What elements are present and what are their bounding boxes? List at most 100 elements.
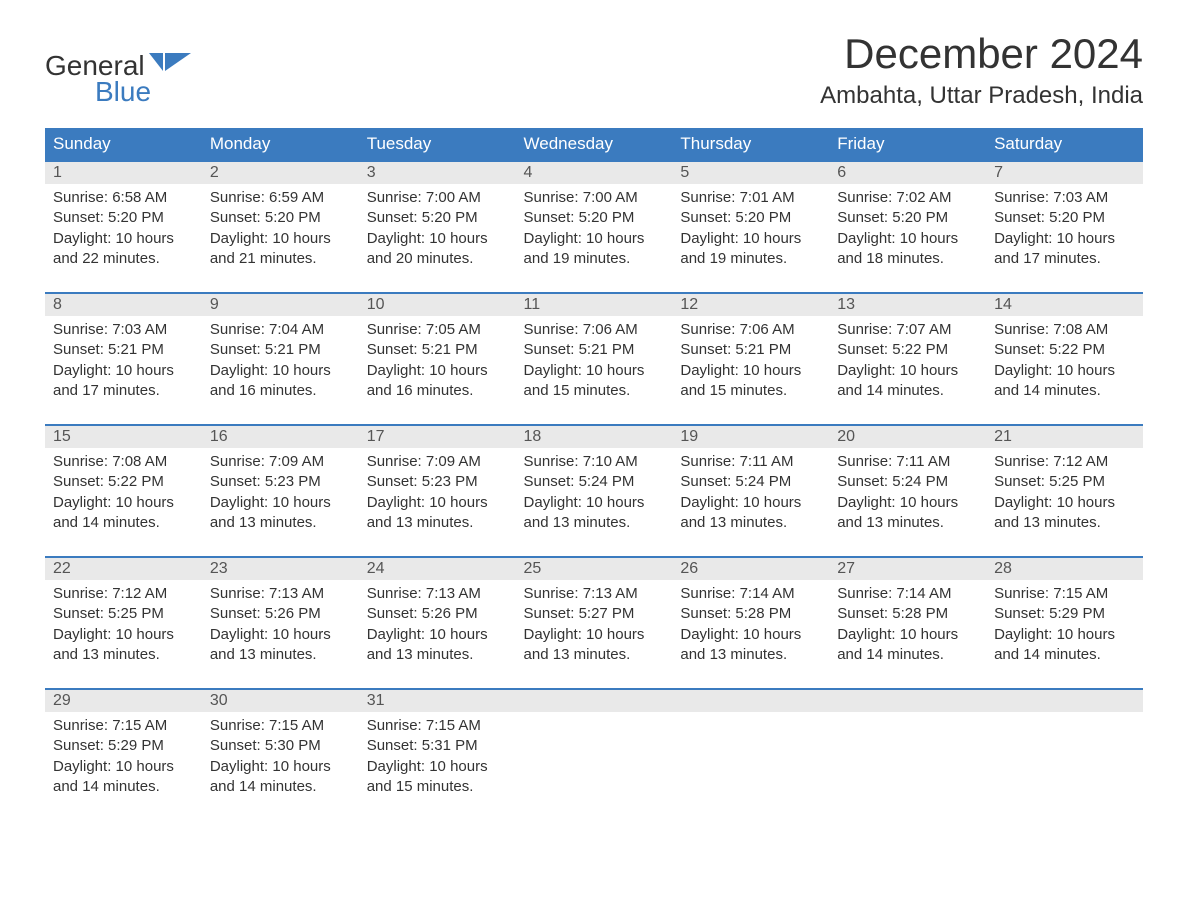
day-details: Sunrise: 6:58 AMSunset: 5:20 PMDaylight:… <box>45 184 202 292</box>
day-details-empty <box>986 712 1143 820</box>
day-details: Sunrise: 7:10 AMSunset: 5:24 PMDaylight:… <box>516 448 673 556</box>
day-dl2: and 15 minutes. <box>367 777 508 797</box>
calendar-body: 1Sunrise: 6:58 AMSunset: 5:20 PMDaylight… <box>45 161 1143 820</box>
day-dl2: and 13 minutes. <box>210 645 351 665</box>
day-sunrise: Sunrise: 7:08 AM <box>53 452 194 472</box>
day-sunrise: Sunrise: 7:13 AM <box>524 584 665 604</box>
day-sunrise: Sunrise: 7:11 AM <box>680 452 821 472</box>
day-cell: 24Sunrise: 7:13 AMSunset: 5:26 PMDayligh… <box>359 557 516 689</box>
day-dl2: and 14 minutes. <box>53 513 194 533</box>
day-dl1: Daylight: 10 hours <box>837 361 978 381</box>
day-details: Sunrise: 7:07 AMSunset: 5:22 PMDaylight:… <box>829 316 986 424</box>
day-cell: 7Sunrise: 7:03 AMSunset: 5:20 PMDaylight… <box>986 161 1143 293</box>
day-number: 3 <box>359 162 516 184</box>
day-sunrise: Sunrise: 7:06 AM <box>524 320 665 340</box>
day-dl2: and 17 minutes. <box>994 249 1135 269</box>
day-dl2: and 19 minutes. <box>524 249 665 269</box>
day-cell: 2Sunrise: 6:59 AMSunset: 5:20 PMDaylight… <box>202 161 359 293</box>
day-dl1: Daylight: 10 hours <box>524 625 665 645</box>
day-details: Sunrise: 7:01 AMSunset: 5:20 PMDaylight:… <box>672 184 829 292</box>
day-details: Sunrise: 7:08 AMSunset: 5:22 PMDaylight:… <box>986 316 1143 424</box>
day-dl2: and 14 minutes. <box>994 381 1135 401</box>
day-sunrise: Sunrise: 7:15 AM <box>367 716 508 736</box>
day-number: 26 <box>672 558 829 580</box>
day-cell: 5Sunrise: 7:01 AMSunset: 5:20 PMDaylight… <box>672 161 829 293</box>
day-header-row: Sunday Monday Tuesday Wednesday Thursday… <box>45 128 1143 161</box>
week-row: 29Sunrise: 7:15 AMSunset: 5:29 PMDayligh… <box>45 689 1143 820</box>
day-cell: 23Sunrise: 7:13 AMSunset: 5:26 PMDayligh… <box>202 557 359 689</box>
day-dl2: and 16 minutes. <box>210 381 351 401</box>
day-sunset: Sunset: 5:23 PM <box>367 472 508 492</box>
day-dl1: Daylight: 10 hours <box>680 493 821 513</box>
day-cell: 17Sunrise: 7:09 AMSunset: 5:23 PMDayligh… <box>359 425 516 557</box>
day-dl1: Daylight: 10 hours <box>367 229 508 249</box>
day-dl2: and 22 minutes. <box>53 249 194 269</box>
day-number: 25 <box>516 558 673 580</box>
day-sunrise: Sunrise: 7:03 AM <box>53 320 194 340</box>
day-header-thursday: Thursday <box>672 128 829 161</box>
day-number: 13 <box>829 294 986 316</box>
day-details: Sunrise: 7:09 AMSunset: 5:23 PMDaylight:… <box>359 448 516 556</box>
day-cell: 19Sunrise: 7:11 AMSunset: 5:24 PMDayligh… <box>672 425 829 557</box>
day-cell: 27Sunrise: 7:14 AMSunset: 5:28 PMDayligh… <box>829 557 986 689</box>
day-sunset: Sunset: 5:26 PM <box>367 604 508 624</box>
day-dl2: and 15 minutes. <box>524 381 665 401</box>
day-cell: 21Sunrise: 7:12 AMSunset: 5:25 PMDayligh… <box>986 425 1143 557</box>
day-sunrise: Sunrise: 7:02 AM <box>837 188 978 208</box>
day-details: Sunrise: 7:00 AMSunset: 5:20 PMDaylight:… <box>516 184 673 292</box>
day-dl1: Daylight: 10 hours <box>994 493 1135 513</box>
day-sunset: Sunset: 5:20 PM <box>994 208 1135 228</box>
day-cell: 6Sunrise: 7:02 AMSunset: 5:20 PMDaylight… <box>829 161 986 293</box>
day-details: Sunrise: 7:13 AMSunset: 5:26 PMDaylight:… <box>359 580 516 688</box>
day-sunset: Sunset: 5:21 PM <box>680 340 821 360</box>
day-number: 30 <box>202 690 359 712</box>
day-sunset: Sunset: 5:31 PM <box>367 736 508 756</box>
day-dl2: and 13 minutes. <box>837 513 978 533</box>
day-sunrise: Sunrise: 7:13 AM <box>367 584 508 604</box>
day-sunset: Sunset: 5:26 PM <box>210 604 351 624</box>
day-number: 5 <box>672 162 829 184</box>
day-header-saturday: Saturday <box>986 128 1143 161</box>
day-dl1: Daylight: 10 hours <box>53 493 194 513</box>
day-sunset: Sunset: 5:24 PM <box>837 472 978 492</box>
day-dl1: Daylight: 10 hours <box>680 229 821 249</box>
day-dl1: Daylight: 10 hours <box>210 493 351 513</box>
day-number-empty <box>829 690 986 712</box>
day-dl2: and 14 minutes. <box>837 645 978 665</box>
day-dl1: Daylight: 10 hours <box>994 229 1135 249</box>
day-details: Sunrise: 7:15 AMSunset: 5:29 PMDaylight:… <box>986 580 1143 688</box>
day-cell: 22Sunrise: 7:12 AMSunset: 5:25 PMDayligh… <box>45 557 202 689</box>
day-cell: 25Sunrise: 7:13 AMSunset: 5:27 PMDayligh… <box>516 557 673 689</box>
day-dl1: Daylight: 10 hours <box>210 757 351 777</box>
day-details: Sunrise: 7:14 AMSunset: 5:28 PMDaylight:… <box>829 580 986 688</box>
day-number: 14 <box>986 294 1143 316</box>
day-number: 27 <box>829 558 986 580</box>
day-dl1: Daylight: 10 hours <box>210 229 351 249</box>
day-sunrise: Sunrise: 7:08 AM <box>994 320 1135 340</box>
day-sunrise: Sunrise: 7:15 AM <box>53 716 194 736</box>
day-number: 9 <box>202 294 359 316</box>
day-number: 10 <box>359 294 516 316</box>
day-sunset: Sunset: 5:21 PM <box>367 340 508 360</box>
day-dl1: Daylight: 10 hours <box>367 493 508 513</box>
day-sunset: Sunset: 5:28 PM <box>680 604 821 624</box>
day-number: 6 <box>829 162 986 184</box>
day-details: Sunrise: 7:03 AMSunset: 5:21 PMDaylight:… <box>45 316 202 424</box>
day-sunrise: Sunrise: 7:09 AM <box>367 452 508 472</box>
day-cell-empty <box>672 689 829 820</box>
day-sunset: Sunset: 5:20 PM <box>367 208 508 228</box>
day-number: 18 <box>516 426 673 448</box>
day-dl2: and 13 minutes. <box>367 513 508 533</box>
day-cell: 3 Sunrise: 7:00 AMSunset: 5:20 PMDaylight… <box>359 161 516 293</box>
day-sunrise: Sunrise: 6:58 AM <box>53 188 194 208</box>
day-sunset: Sunset: 5:20 PM <box>53 208 194 228</box>
day-cell: 8Sunrise: 7:03 AMSunset: 5:21 PMDaylight… <box>45 293 202 425</box>
day-details: Sunrise: 7:11 AMSunset: 5:24 PMDaylight:… <box>672 448 829 556</box>
day-number: 28 <box>986 558 1143 580</box>
day-cell: 29Sunrise: 7:15 AMSunset: 5:29 PMDayligh… <box>45 689 202 820</box>
day-cell: 12Sunrise: 7:06 AMSunset: 5:21 PMDayligh… <box>672 293 829 425</box>
logo: General Blue <box>45 50 191 108</box>
day-number: 29 <box>45 690 202 712</box>
day-sunrise: Sunrise: 7:09 AM <box>210 452 351 472</box>
day-sunrise: Sunrise: 7:00 AM <box>367 188 508 208</box>
